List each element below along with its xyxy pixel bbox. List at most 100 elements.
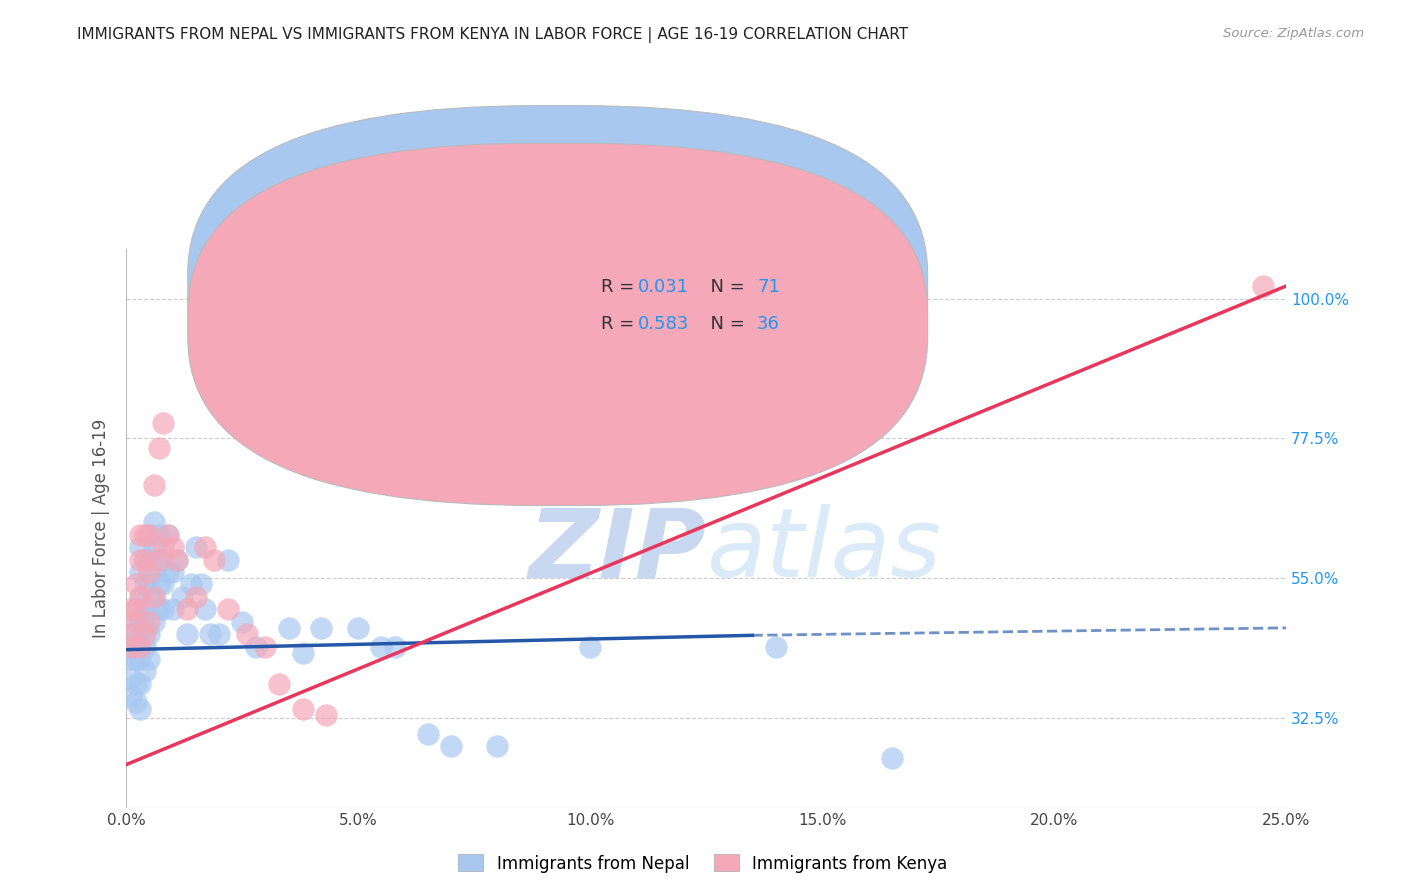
Text: ZIP: ZIP	[529, 504, 706, 598]
Point	[166, 552, 188, 566]
Point	[129, 590, 152, 604]
Point	[129, 552, 152, 566]
Point	[120, 652, 142, 666]
Point	[315, 707, 337, 722]
Point	[129, 615, 152, 629]
Point	[138, 527, 160, 541]
Point	[152, 540, 174, 554]
Point	[486, 739, 509, 753]
Point	[124, 695, 146, 709]
Point	[384, 640, 406, 654]
Point	[134, 665, 156, 679]
Point	[124, 633, 146, 648]
Point	[184, 590, 207, 604]
Point	[157, 527, 180, 541]
Point	[143, 615, 166, 629]
Point	[236, 627, 259, 641]
Point	[134, 621, 156, 635]
Point	[765, 640, 787, 654]
Point	[148, 552, 170, 566]
Point	[194, 540, 217, 554]
Point	[124, 577, 146, 591]
Point	[440, 739, 463, 753]
Point	[148, 577, 170, 591]
Point	[138, 552, 160, 566]
Point	[138, 652, 160, 666]
Point	[148, 552, 170, 566]
Point	[138, 565, 160, 579]
Point	[180, 577, 202, 591]
Point	[143, 590, 166, 604]
Point	[277, 621, 299, 635]
Point	[157, 565, 180, 579]
Point	[152, 577, 174, 591]
Point	[579, 640, 602, 654]
Y-axis label: In Labor Force | Age 16-19: In Labor Force | Age 16-19	[93, 419, 110, 638]
Point	[134, 552, 156, 566]
Point	[138, 602, 160, 616]
Text: IMMIGRANTS FROM NEPAL VS IMMIGRANTS FROM KENYA IN LABOR FORCE | AGE 16-19 CORREL: IMMIGRANTS FROM NEPAL VS IMMIGRANTS FROM…	[77, 27, 908, 43]
Point	[162, 540, 184, 554]
Point	[416, 726, 439, 740]
Point	[143, 565, 166, 579]
Point	[204, 552, 226, 566]
Point	[134, 640, 156, 654]
Point	[1251, 279, 1274, 293]
FancyBboxPatch shape	[188, 143, 928, 506]
Text: 71: 71	[758, 277, 780, 296]
Point	[194, 602, 217, 616]
Text: 0.583: 0.583	[638, 315, 689, 334]
Point	[152, 416, 174, 430]
Point	[129, 677, 152, 691]
Text: 36: 36	[758, 315, 780, 334]
Point	[134, 602, 156, 616]
Point	[138, 577, 160, 591]
Point	[143, 478, 166, 492]
Text: atlas: atlas	[706, 504, 941, 598]
Point	[129, 540, 152, 554]
Point	[134, 627, 156, 641]
Point	[291, 646, 314, 660]
Point	[120, 640, 142, 654]
Point	[157, 527, 180, 541]
Point	[129, 701, 152, 715]
Text: R =: R =	[600, 277, 640, 296]
FancyBboxPatch shape	[188, 105, 928, 468]
Point	[138, 627, 160, 641]
Point	[138, 615, 160, 629]
Text: N =: N =	[699, 277, 751, 296]
FancyBboxPatch shape	[515, 260, 834, 352]
Point	[162, 565, 184, 579]
Point	[880, 751, 903, 765]
Point	[129, 640, 152, 654]
Point	[184, 540, 207, 554]
Point	[148, 441, 170, 455]
Point	[134, 527, 156, 541]
Point	[129, 527, 152, 541]
Point	[143, 590, 166, 604]
Point	[120, 627, 142, 641]
Point	[152, 602, 174, 616]
Point	[134, 577, 156, 591]
Point	[148, 527, 170, 541]
Point	[291, 701, 314, 715]
Point	[166, 552, 188, 566]
Point	[124, 652, 146, 666]
Point	[176, 602, 198, 616]
Point	[269, 677, 291, 691]
Point	[129, 565, 152, 579]
Point	[143, 515, 166, 529]
Point	[120, 602, 142, 616]
Point	[170, 590, 193, 604]
Point	[120, 640, 142, 654]
Text: Source: ZipAtlas.com: Source: ZipAtlas.com	[1223, 27, 1364, 40]
Point	[134, 552, 156, 566]
Point	[254, 640, 277, 654]
Point	[190, 577, 212, 591]
Point	[176, 627, 198, 641]
Text: 0.031: 0.031	[638, 277, 689, 296]
Point	[148, 602, 170, 616]
Legend: Immigrants from Nepal, Immigrants from Kenya: Immigrants from Nepal, Immigrants from K…	[451, 847, 955, 880]
Point	[309, 621, 332, 635]
Point	[217, 602, 239, 616]
